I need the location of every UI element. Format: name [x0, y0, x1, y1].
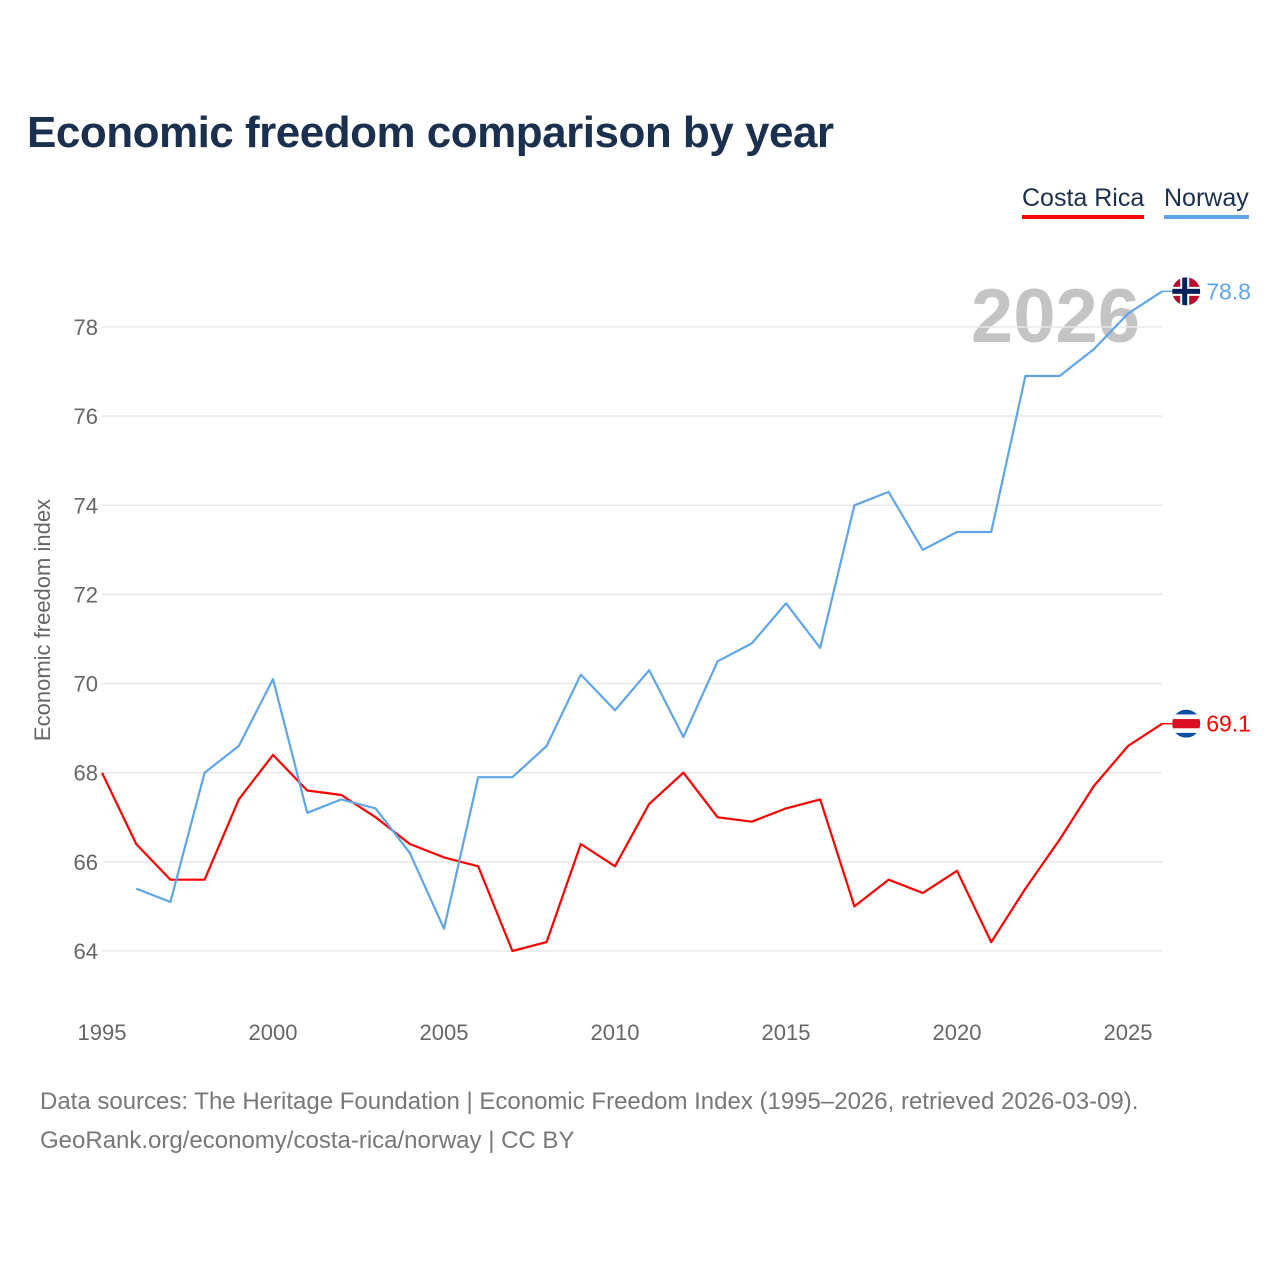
- norway-flag-icon: [1172, 277, 1201, 306]
- series-line-norway: [135, 290, 1163, 930]
- x-tick-label: 2000: [249, 1020, 298, 1045]
- x-tick-label: 1995: [78, 1020, 127, 1045]
- y-tick-label: 68: [74, 761, 98, 786]
- x-tick-label: 2020: [933, 1020, 982, 1045]
- series-line-costa-rica: [101, 722, 1163, 953]
- y-tick-label: 70: [74, 672, 98, 697]
- x-tick-label: 2025: [1104, 1020, 1153, 1045]
- y-tick-label: 72: [74, 582, 98, 607]
- y-tick-label: 78: [74, 315, 98, 340]
- x-tick-label: 2015: [762, 1020, 811, 1045]
- y-axis-label: Economic freedom index: [30, 499, 55, 741]
- legend-costa-rica[interactable]: Costa Rica: [1022, 184, 1145, 219]
- x-tick-label: 2010: [591, 1020, 640, 1045]
- costa-rica-flag-icon: [1172, 709, 1201, 738]
- x-tick-label: 2005: [420, 1020, 469, 1045]
- footer-link[interactable]: GeoRank.org/economy/costa-rica/norway | …: [40, 1127, 575, 1154]
- year-watermark: 2026: [971, 274, 1140, 359]
- y-tick-label: 74: [74, 493, 98, 518]
- footer-sources: Data sources: The Heritage Foundation | …: [40, 1088, 1139, 1115]
- chart-title: Economic freedom comparison by year: [27, 108, 834, 157]
- end-value-label: 78.8: [1206, 278, 1251, 304]
- y-tick-label: 76: [74, 404, 98, 429]
- y-tick-label: 66: [74, 850, 98, 875]
- end-value-label: 69.1: [1206, 711, 1251, 737]
- legend-norway[interactable]: Norway: [1164, 184, 1249, 219]
- y-tick-label: 64: [74, 939, 98, 964]
